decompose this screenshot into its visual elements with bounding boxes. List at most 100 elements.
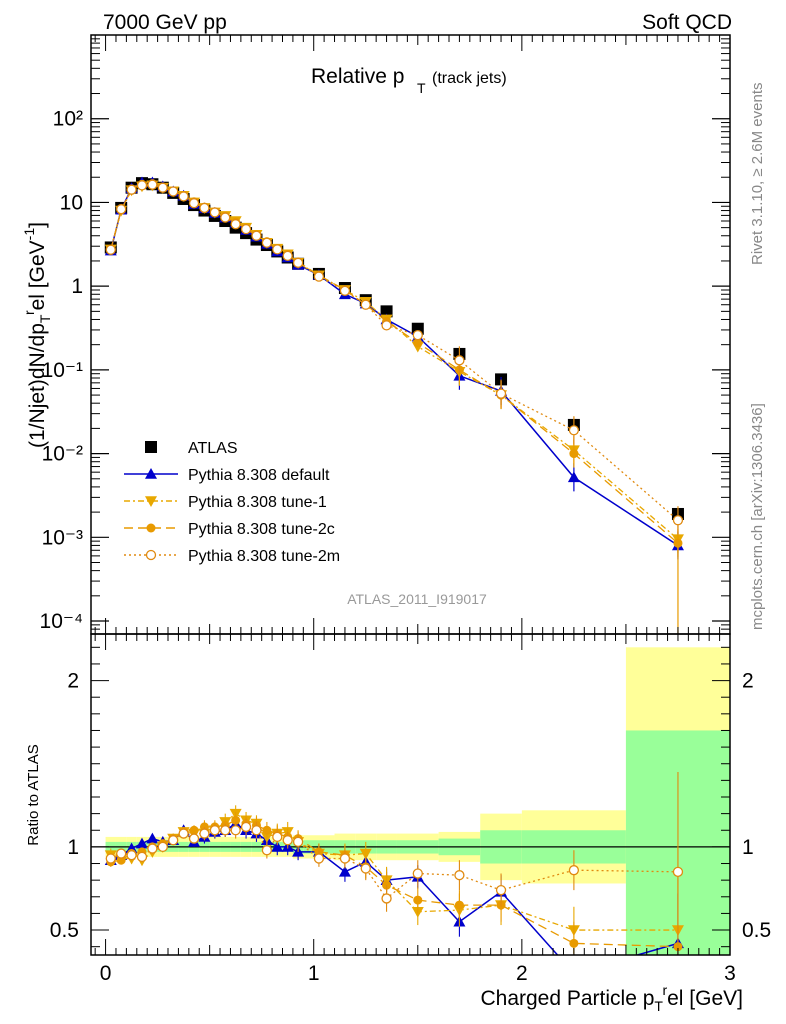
ratio-tick-label: 0.5 xyxy=(50,919,79,942)
ratio-point-tune2m xyxy=(454,870,465,881)
y-tick-label: 1 xyxy=(71,275,83,298)
legend-marker xyxy=(146,523,156,533)
point-tune2m xyxy=(220,212,231,223)
ratio-point-tune2m xyxy=(292,836,304,848)
ratio-point-tune2c xyxy=(231,815,241,825)
ratio-line-tune2c xyxy=(110,819,678,948)
y-tick-label: 10⁻³ xyxy=(42,526,83,549)
plot-title: Relative p T (track jets) xyxy=(311,65,507,96)
energy-label: 7000 GeV pp xyxy=(103,11,227,34)
legend-entry-atlas: ATLAS xyxy=(145,440,238,457)
title-main: Relative p xyxy=(311,65,404,88)
ratio-point-tune2m xyxy=(105,853,116,864)
legend-label: Pythia 8.308 tune-2m xyxy=(188,548,340,565)
ratio-point-tune2m xyxy=(178,828,189,839)
ratio-point-tune2m xyxy=(157,841,168,853)
point-tune2m xyxy=(568,425,580,436)
x-tick-label: 3 xyxy=(724,962,736,985)
point-tune2m xyxy=(454,355,465,366)
top-panel: 10⁻⁴ 10⁻³ 10⁻² 10⁻¹ 1 10 10² xyxy=(40,34,731,635)
ratio-point-tune2m xyxy=(147,843,158,854)
point-tune2c xyxy=(673,538,683,548)
rivet-label: Rivet 3.1.10, ≥ 2.6M events xyxy=(749,83,766,266)
point-tune2m xyxy=(147,179,158,190)
analysis-id: ATLAS_2011_I919017 xyxy=(347,591,487,607)
ratio-point-tune2c xyxy=(189,825,199,835)
ratio-tick-label: 1 xyxy=(67,836,79,859)
legend-marker xyxy=(145,549,157,561)
ratio-point-tune2c xyxy=(569,938,579,948)
y-axis-label-top: (1/Njet)dN/dpTrel [GeV-1] xyxy=(21,222,53,448)
legend-label: ATLAS xyxy=(188,440,238,457)
ratio-point-tune2m xyxy=(568,865,580,876)
series-line-default xyxy=(110,181,679,547)
ratio-point-tune2m xyxy=(199,828,210,839)
top-frame xyxy=(90,34,731,635)
series-line-tune1 xyxy=(110,184,679,540)
point-tune2m xyxy=(240,223,252,235)
ratio-point-tune2m xyxy=(168,835,179,846)
series-tune2m xyxy=(105,179,684,535)
ratio-point-tune2m xyxy=(136,851,148,863)
y-tick-label: 10⁻² xyxy=(42,443,83,466)
legend: ATLAS Pythia 8.308 default Pythia 8.308 tu… xyxy=(124,440,340,565)
legend-entry-tune2c: Pythia 8.308 tune-2c xyxy=(124,521,335,538)
point-tune2m xyxy=(168,186,179,197)
series-line-tune2c xyxy=(110,182,679,544)
point-tune2m xyxy=(381,320,392,331)
legend-marker xyxy=(145,468,157,479)
point-tune2m xyxy=(261,237,273,248)
legend-entry-tune2m: Pythia 8.308 tune-2m xyxy=(124,548,340,565)
point-atlas xyxy=(380,305,393,318)
point-tune2m xyxy=(672,515,684,526)
point-tune2m xyxy=(292,257,304,268)
point-tune2m xyxy=(282,250,293,262)
legend-marker xyxy=(145,496,157,507)
legend-marker xyxy=(145,441,157,453)
point-tune2c xyxy=(413,338,423,348)
ratio-point-tune2m xyxy=(188,833,200,844)
bottom-panel: 0.5 0.5 1 1 2 2 0 1 2 3 xyxy=(50,633,771,985)
y-tick-label: 10⁻¹ xyxy=(42,359,83,382)
point-tune2m xyxy=(251,230,262,241)
ratio-line-default xyxy=(110,822,679,955)
y-tick-label: 10⁻⁴ xyxy=(40,610,83,633)
ratio-point-tune2c xyxy=(454,900,464,910)
legend-label: Pythia 8.308 default xyxy=(188,467,330,484)
point-tune2m xyxy=(105,244,116,255)
ratio-point-tune2m xyxy=(209,825,220,836)
ratio-point-tune2m xyxy=(272,831,283,843)
ratio-point-tune2m xyxy=(116,848,127,859)
series-line-tune2m xyxy=(110,184,679,521)
ratio-point-tune2m xyxy=(339,853,351,864)
point-tune2m xyxy=(272,244,283,255)
ratio-point-default xyxy=(271,840,284,852)
ratio-point-tune1 xyxy=(359,848,372,860)
point-tune2m xyxy=(136,180,148,191)
point-tune2m xyxy=(412,329,423,341)
ratio-point-tune2m xyxy=(495,884,507,896)
ratio-point-default xyxy=(568,967,580,978)
ratio-point-tune2c xyxy=(413,895,423,905)
point-tune2m xyxy=(230,219,241,230)
x-tick-label: 0 xyxy=(100,962,112,985)
ratio-point-tune2m xyxy=(381,893,392,904)
ratio-point-default xyxy=(135,837,148,849)
y-tick-label: 10 xyxy=(60,191,83,214)
point-tune2m xyxy=(360,299,371,310)
bottom-frame xyxy=(90,633,731,956)
legend-label: Pythia 8.308 tune-2c xyxy=(188,521,335,538)
ratio-point-tune2m xyxy=(261,845,273,856)
ratio-series-tune2m xyxy=(105,772,684,955)
ratio-tick-label: 2 xyxy=(67,670,79,693)
y-axis-label-bottom: Ratio to ATLAS xyxy=(25,744,42,845)
point-tune2m xyxy=(116,204,127,215)
point-tune2m xyxy=(199,202,210,214)
ratio-point-tune2m xyxy=(360,863,371,874)
title-note: (track jets) xyxy=(432,70,507,87)
ratio-point-default xyxy=(146,832,159,844)
ratio-line-tune1 xyxy=(110,812,678,931)
mcplots-label: mcplots.cern.ch [arXiv:1306.3436] xyxy=(749,403,766,630)
ratio-point-tune2m xyxy=(672,866,684,877)
